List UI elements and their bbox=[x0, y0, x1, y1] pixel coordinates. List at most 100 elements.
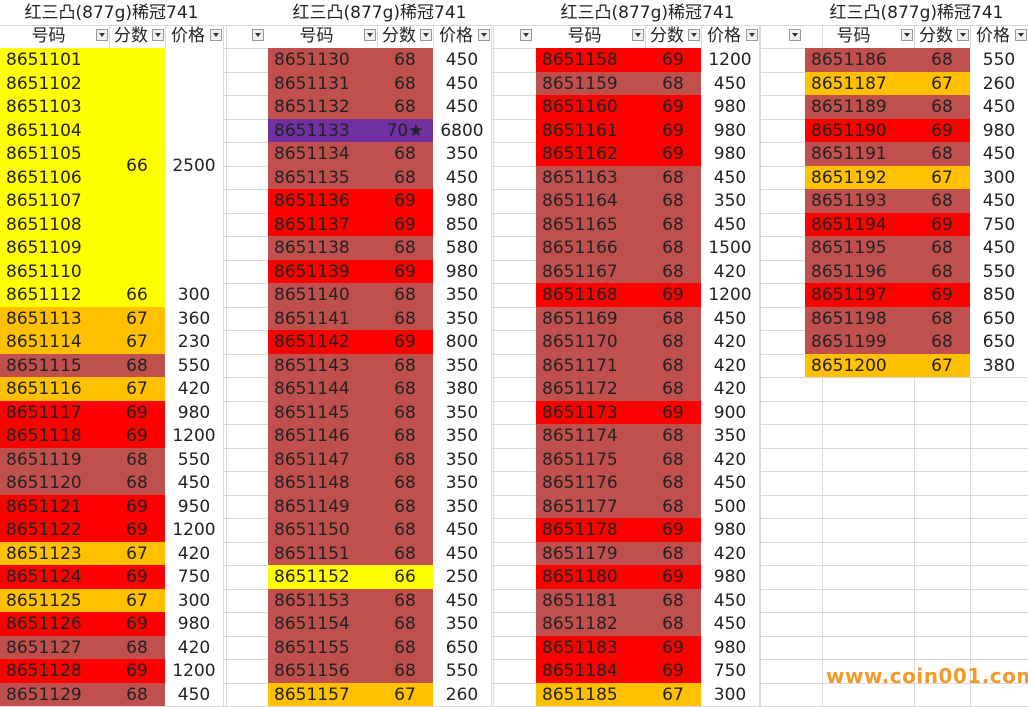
table-row: 8651163 68 450 bbox=[536, 165, 759, 189]
table-row: 8651170 68 420 bbox=[536, 330, 759, 354]
item-score: 68 bbox=[645, 71, 701, 95]
column-header-row: 号码 分数 价格 bbox=[520, 25, 759, 48]
item-score: 68 bbox=[645, 541, 701, 565]
item-score: 68 bbox=[377, 400, 433, 424]
grid-row-line bbox=[0, 448, 1028, 449]
item-score: 67 bbox=[645, 682, 701, 706]
item-number: 8651132 bbox=[268, 95, 377, 119]
item-number: 8651157 bbox=[268, 682, 377, 706]
item-number: 8651144 bbox=[268, 377, 377, 401]
item-price: 420 bbox=[165, 635, 223, 659]
item-price: 260 bbox=[433, 682, 491, 706]
item-price: 450 bbox=[433, 588, 491, 612]
item-number: 8651168 bbox=[536, 283, 645, 307]
item-price: 250 bbox=[433, 565, 491, 589]
header-score: 分数 bbox=[919, 26, 953, 46]
item-score: 69 bbox=[645, 659, 701, 683]
filter-dropdown-icon[interactable] bbox=[478, 29, 490, 41]
item-score: 68 bbox=[645, 165, 701, 189]
item-score: 68 bbox=[377, 283, 433, 307]
item-number: 8651127 bbox=[0, 635, 109, 659]
table-row: 8651122 69 1200 bbox=[0, 518, 223, 542]
item-number: 8651136 bbox=[268, 189, 377, 213]
filter-dropdown-icon[interactable] bbox=[957, 29, 969, 41]
item-price: 1200 bbox=[701, 283, 759, 307]
item-price: 550 bbox=[970, 259, 1028, 283]
filter-dropdown-icon[interactable] bbox=[210, 29, 222, 41]
item-score: 69 bbox=[109, 400, 165, 424]
item-price: 6800 bbox=[433, 118, 491, 142]
grid-row-line bbox=[0, 542, 1028, 543]
table-row: 8651139 69 980 bbox=[268, 259, 491, 283]
item-number: 8651114 bbox=[0, 330, 109, 354]
item-number: 8651156 bbox=[268, 659, 377, 683]
item-score: 68 bbox=[377, 142, 433, 166]
item-score: 69 bbox=[109, 424, 165, 448]
grid-row-line bbox=[0, 636, 1028, 637]
table-row: 8651129 68 450 bbox=[0, 682, 223, 706]
grid-row-line bbox=[0, 377, 1028, 378]
item-price: 980 bbox=[970, 118, 1028, 142]
item-score: 68 bbox=[377, 306, 433, 330]
grid-row-line bbox=[0, 307, 1028, 308]
item-price: 260 bbox=[970, 71, 1028, 95]
filter-dropdown-icon[interactable] bbox=[420, 29, 432, 41]
item-number: 8651175 bbox=[536, 447, 645, 471]
filter-dropdown-icon[interactable] bbox=[96, 29, 108, 41]
item-price: 450 bbox=[433, 165, 491, 189]
filter-dropdown-icon[interactable] bbox=[632, 29, 644, 41]
item-score: 67 bbox=[109, 588, 165, 612]
filter-dropdown-icon[interactable] bbox=[152, 29, 164, 41]
item-score: 68 bbox=[645, 424, 701, 448]
item-price: 350 bbox=[433, 447, 491, 471]
item-number: 8651126 bbox=[0, 612, 109, 636]
table-row: 8651171 68 420 bbox=[536, 353, 759, 377]
table-row: 8651141 68 350 bbox=[268, 306, 491, 330]
table-row: 8651194 69 750 bbox=[805, 212, 1028, 236]
filter-dropdown-icon[interactable] bbox=[746, 29, 758, 41]
item-price: 450 bbox=[701, 471, 759, 495]
item-score: 68 bbox=[109, 682, 165, 706]
table-row: 8651179 68 420 bbox=[536, 541, 759, 565]
item-number: 8651161 bbox=[536, 118, 645, 142]
filter-dropdown-icon[interactable] bbox=[364, 29, 376, 41]
item-price: 1200 bbox=[165, 518, 223, 542]
filter-dropdown-icon[interactable] bbox=[901, 29, 913, 41]
item-number: 8651184 bbox=[536, 659, 645, 683]
item-price: 1500 bbox=[701, 236, 759, 260]
table-row: 8651183 69 980 bbox=[536, 635, 759, 659]
table-row: 8651180 69 980 bbox=[536, 565, 759, 589]
filter-dropdown-icon[interactable] bbox=[688, 29, 700, 41]
block-title: 红三凸(877g)稀冠741 bbox=[24, 3, 199, 23]
item-number: 8651192 bbox=[805, 165, 914, 189]
item-number: 8651120 bbox=[0, 471, 109, 495]
grid-row-line bbox=[0, 471, 1028, 472]
item-price: 300 bbox=[165, 588, 223, 612]
item-price: 450 bbox=[970, 142, 1028, 166]
item-number: 8651102 bbox=[0, 71, 109, 95]
header-score: 分数 bbox=[114, 26, 148, 46]
table-row: 8651161 69 980 bbox=[536, 118, 759, 142]
table-block-2: 红三凸(877g)稀冠741 号码 分数 价格 8651130 68 450 8651131 6… bbox=[252, 0, 491, 706]
item-score: 68 bbox=[377, 165, 433, 189]
grid-row-line bbox=[0, 72, 1028, 73]
filter-dropdown-icon[interactable] bbox=[252, 29, 264, 41]
item-number: 8651186 bbox=[805, 48, 914, 72]
filter-dropdown-icon[interactable] bbox=[789, 29, 801, 41]
item-number: 8651142 bbox=[268, 330, 377, 354]
filter-dropdown-icon[interactable] bbox=[520, 29, 532, 41]
item-number: 8651169 bbox=[536, 306, 645, 330]
grid-col-line bbox=[226, 25, 227, 706]
grid-row-line bbox=[0, 401, 1028, 402]
item-number: 8651134 bbox=[268, 142, 377, 166]
table-block-3: 红三凸(877g)稀冠741 号码 分数 价格 8651158 69 1200 8651159… bbox=[520, 0, 759, 706]
item-number: 8651147 bbox=[268, 447, 377, 471]
item-score: 68 bbox=[377, 541, 433, 565]
table-row: 8651132 68 450 bbox=[268, 95, 491, 119]
table-row: 8651142 69 800 bbox=[268, 330, 491, 354]
filter-dropdown-icon[interactable] bbox=[1015, 29, 1027, 41]
item-price: 980 bbox=[701, 635, 759, 659]
table-row: 8651113 67 360 bbox=[0, 306, 223, 330]
item-price: 450 bbox=[433, 48, 491, 72]
item-price: 550 bbox=[165, 353, 223, 377]
